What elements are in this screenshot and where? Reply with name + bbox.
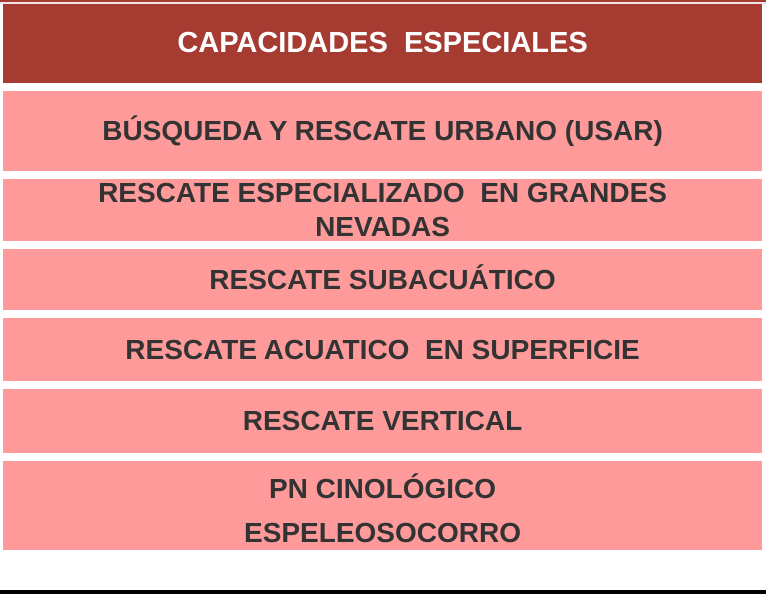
top-highlight-line xyxy=(0,2,766,4)
table-row: RESCATE SUBACUÁTICO xyxy=(3,249,762,310)
table-row: BÚSQUEDA Y RESCATE URBANO (USAR) xyxy=(3,91,762,171)
bottom-border-line xyxy=(0,590,766,594)
capacidades-table: CAPACIDADES ESPECIALES BÚSQUEDA Y RESCAT… xyxy=(3,4,762,558)
table-header: CAPACIDADES ESPECIALES xyxy=(3,4,762,83)
table-row: PN CINOLÓGICO xyxy=(3,461,762,516)
table-row: RESCATE VERTICAL xyxy=(3,389,762,453)
top-accent-line xyxy=(0,0,766,2)
table-row: ESPELEOSOCORRO xyxy=(3,516,762,550)
table-row: RESCATE ACUATICO EN SUPERFICIE xyxy=(3,318,762,381)
table-row: RESCATE ESPECIALIZADO EN GRANDES NEVADAS xyxy=(3,177,762,242)
